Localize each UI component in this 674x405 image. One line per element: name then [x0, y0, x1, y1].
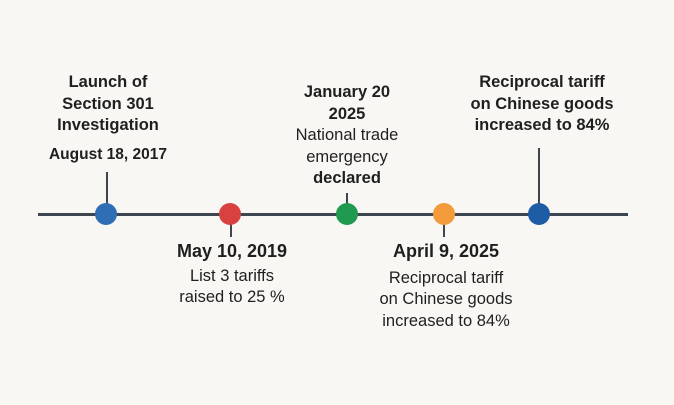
event-1-label: Launch of Section 301 Investigation Augu… — [0, 72, 218, 165]
event-4-label: April 9, 2025 Reciprocal tariff on Chine… — [336, 241, 556, 332]
event-3-marker — [336, 203, 358, 225]
event-5-desc-line: Reciprocal tariff — [479, 73, 605, 91]
event-2-desc-line: List 3 tariffs — [189, 266, 275, 285]
event-4-stem — [443, 224, 445, 237]
event-3-date-line: 2025 — [328, 104, 366, 123]
event-3-label: January 20 2025 National trade emergency… — [237, 82, 457, 190]
event-5-desc-line: increased to 84% — [474, 116, 610, 134]
event-3-desc-line: declared — [313, 169, 381, 187]
event-2-desc-line: raised to 25 % — [179, 288, 285, 306]
event-1-date: August 18, 2017 — [48, 145, 168, 163]
event-1-title-line: Launch of — [68, 73, 148, 91]
event-3-desc-line: emergency — [306, 147, 388, 166]
event-1-stem — [106, 172, 108, 205]
event-1-title-line: Investigation — [57, 116, 159, 134]
event-2-marker — [219, 203, 241, 225]
event-5-marker — [528, 203, 550, 225]
event-5-stem — [538, 148, 540, 205]
event-4-desc-line: Reciprocal tariff — [388, 268, 504, 287]
event-1-title-line: Section 301 — [62, 94, 154, 113]
event-2-label: May 10, 2019 List 3 tariffs raised to 25… — [122, 241, 342, 309]
event-5-label: Reciprocal tariff on Chinese goods incre… — [432, 72, 652, 137]
event-3-desc-line: National trade — [295, 126, 399, 144]
event-1-marker — [95, 203, 117, 225]
event-4-desc-line: increased to 84% — [382, 311, 510, 330]
event-5-desc-line: on Chinese goods — [470, 94, 614, 113]
event-3-stem — [346, 193, 348, 205]
event-4-desc-line: on Chinese goods — [379, 290, 513, 308]
event-4-date: April 9, 2025 — [392, 241, 500, 261]
timeline-axis — [38, 213, 628, 216]
event-3-date-line: January 20 — [303, 83, 391, 101]
event-4-marker — [433, 203, 455, 225]
event-2-stem — [230, 224, 232, 237]
event-2-date: May 10, 2019 — [176, 241, 288, 261]
